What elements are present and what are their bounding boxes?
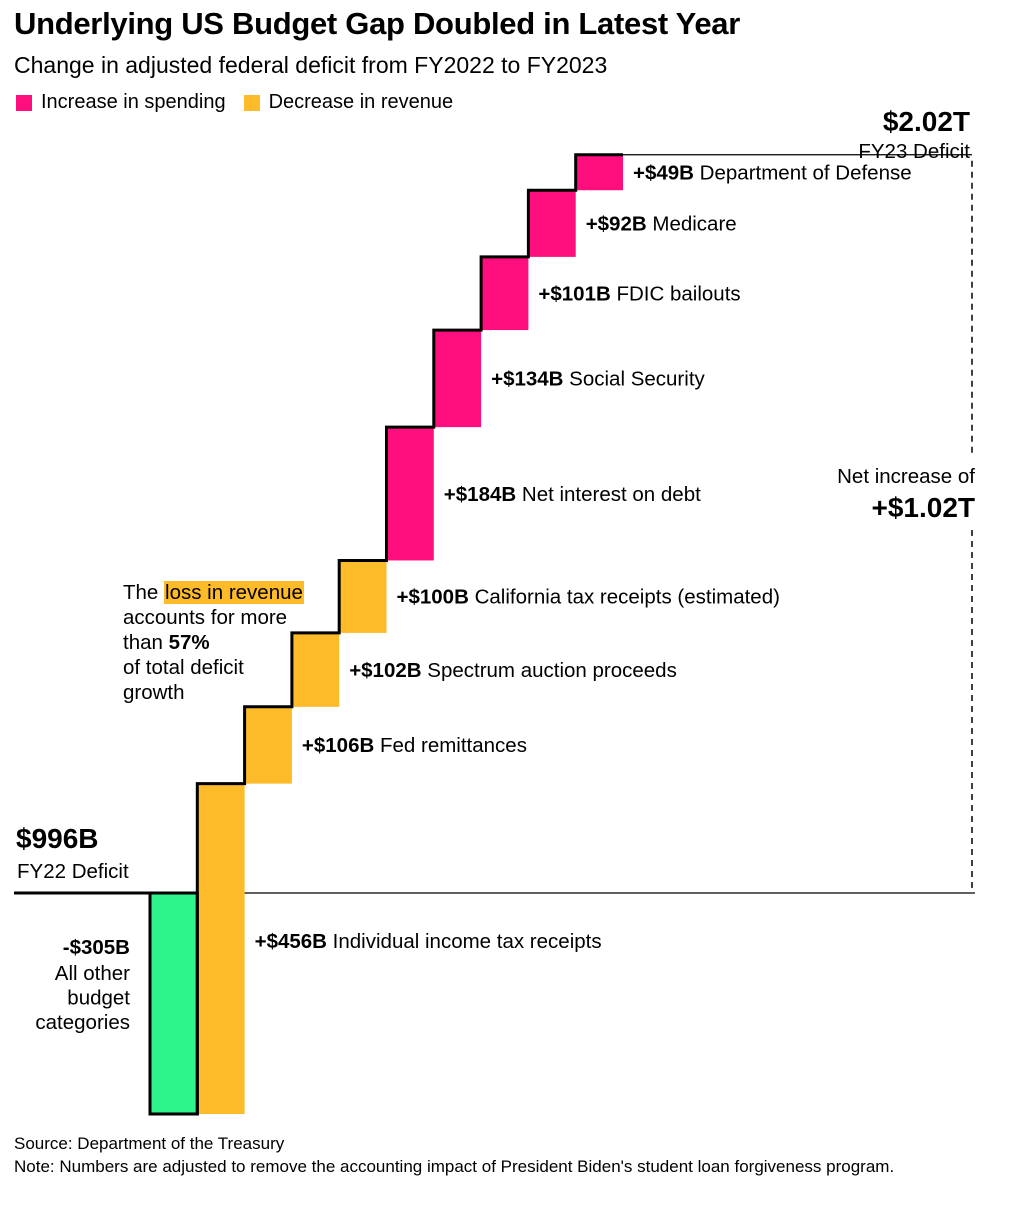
bar-value-3: +$102B	[349, 659, 421, 682]
net-value: +$1.02T	[871, 492, 975, 523]
bar-value-2: +$106B	[302, 734, 374, 757]
bar-category-3: Spectrum auction proceeds	[422, 659, 677, 682]
legend-label-revenue: Decrease in revenue	[268, 91, 454, 113]
bar-label-4: +$100B California tax receipts (estimate…	[397, 586, 780, 609]
bar-spending-9	[575, 154, 623, 191]
other-label-line-2: categories	[35, 1011, 130, 1034]
annotations-group: $2.02T FY23 Deficit Net increase of +$1.02T…	[16, 106, 975, 1034]
bar-category-9: Department of Defense	[694, 161, 912, 184]
source-note: Source: Department of the Treasury	[14, 1134, 285, 1153]
bar-label-3: +$102B Spectrum auction proceeds	[349, 659, 677, 682]
bar-value-8: +$92B	[586, 213, 647, 236]
bar-revenue-1	[197, 783, 245, 1114]
bar-other-0	[150, 893, 198, 1114]
bar-label-7: +$101B FDIC bailouts	[538, 282, 740, 305]
bar-label-5: +$184B Net interest on debt	[444, 483, 701, 506]
legend-item-spending: Increase in spending	[16, 91, 226, 114]
legend-label-spending: Increase in spending	[41, 91, 226, 113]
other-value: -$305B	[63, 936, 130, 959]
bar-label-2: +$106B Fed remittances	[302, 734, 527, 757]
bar-value-1: +$456B	[255, 930, 327, 953]
note-highlight: loss in revenue	[164, 581, 304, 604]
bar-category-7: FDIC bailouts	[611, 282, 741, 305]
end-value: $2.02T	[883, 106, 970, 137]
note-line-1: The loss in revenue	[123, 581, 304, 604]
legend-swatch-spending	[16, 94, 32, 111]
bar-category-2: Fed remittances	[374, 734, 527, 757]
bar-value-5: +$184B	[444, 483, 516, 506]
note-line-3: than 57%	[123, 631, 210, 654]
bar-revenue-3	[291, 632, 340, 707]
chart-subtitle: Change in adjusted federal deficit from …	[14, 52, 608, 78]
bar-label-1: +$456B Individual income tax receipts	[255, 930, 602, 953]
outline-group	[14, 153, 623, 1116]
bar-spending-5	[386, 427, 434, 561]
bar-value-4: +$100B	[397, 586, 469, 609]
bar-value-7: +$101B	[538, 282, 610, 305]
chart-title: Underlying US Budget Gap Doubled in Late…	[14, 6, 740, 41]
net-label: Net increase of	[837, 465, 975, 488]
bar-category-6: Social Security	[563, 368, 705, 391]
bar-spending-7	[481, 256, 529, 331]
bars-group	[14, 154, 975, 1114]
bar-value-9: +$49B	[633, 161, 694, 184]
bar-value-6: +$134B	[491, 368, 563, 391]
note-line-4: of total deficit	[123, 656, 244, 679]
legend-swatch-revenue	[243, 94, 260, 111]
chart-footer: Source: Department of the Treasury Note:…	[14, 1132, 1004, 1178]
note-percent: 57%	[168, 631, 210, 654]
revenue-share-note: The loss in revenue accounts for more th…	[123, 580, 323, 705]
start-value: $996B	[16, 823, 99, 854]
bar-spending-6	[433, 330, 482, 428]
bar-label-6: +$134B Social Security	[491, 368, 705, 391]
other-label-line-0: All other	[55, 962, 130, 985]
bar-revenue-2	[244, 706, 292, 784]
other-label-line-1: budget	[67, 987, 130, 1010]
bar-label-8: +$92B Medicare	[586, 213, 737, 236]
legend-item-revenue: Decrease in revenue	[243, 91, 454, 114]
note-line-5: growth	[123, 681, 185, 704]
chart-legend: Increase in spending Decrease in revenue	[16, 91, 471, 114]
bar-category-5: Net interest on debt	[516, 483, 701, 506]
bar-category-1: Individual income tax receipts	[327, 930, 602, 953]
start-label: FY22 Deficit	[17, 860, 129, 883]
bar-revenue-4	[339, 560, 387, 633]
methodology-note: Note: Numbers are adjusted to remove the…	[14, 1157, 895, 1176]
bar-category-8: Medicare	[647, 213, 737, 236]
note-line-2: accounts for more	[123, 606, 288, 629]
bar-spending-8	[528, 190, 576, 257]
labels-group: +$456B Individual income tax receipts +$1…	[255, 161, 912, 953]
bar-label-9: +$49B Department of Defense	[633, 161, 912, 184]
end-label: FY23 Deficit	[858, 140, 970, 163]
step-outline	[14, 153, 623, 1116]
bar-category-4: California tax receipts (estimated)	[469, 586, 780, 609]
